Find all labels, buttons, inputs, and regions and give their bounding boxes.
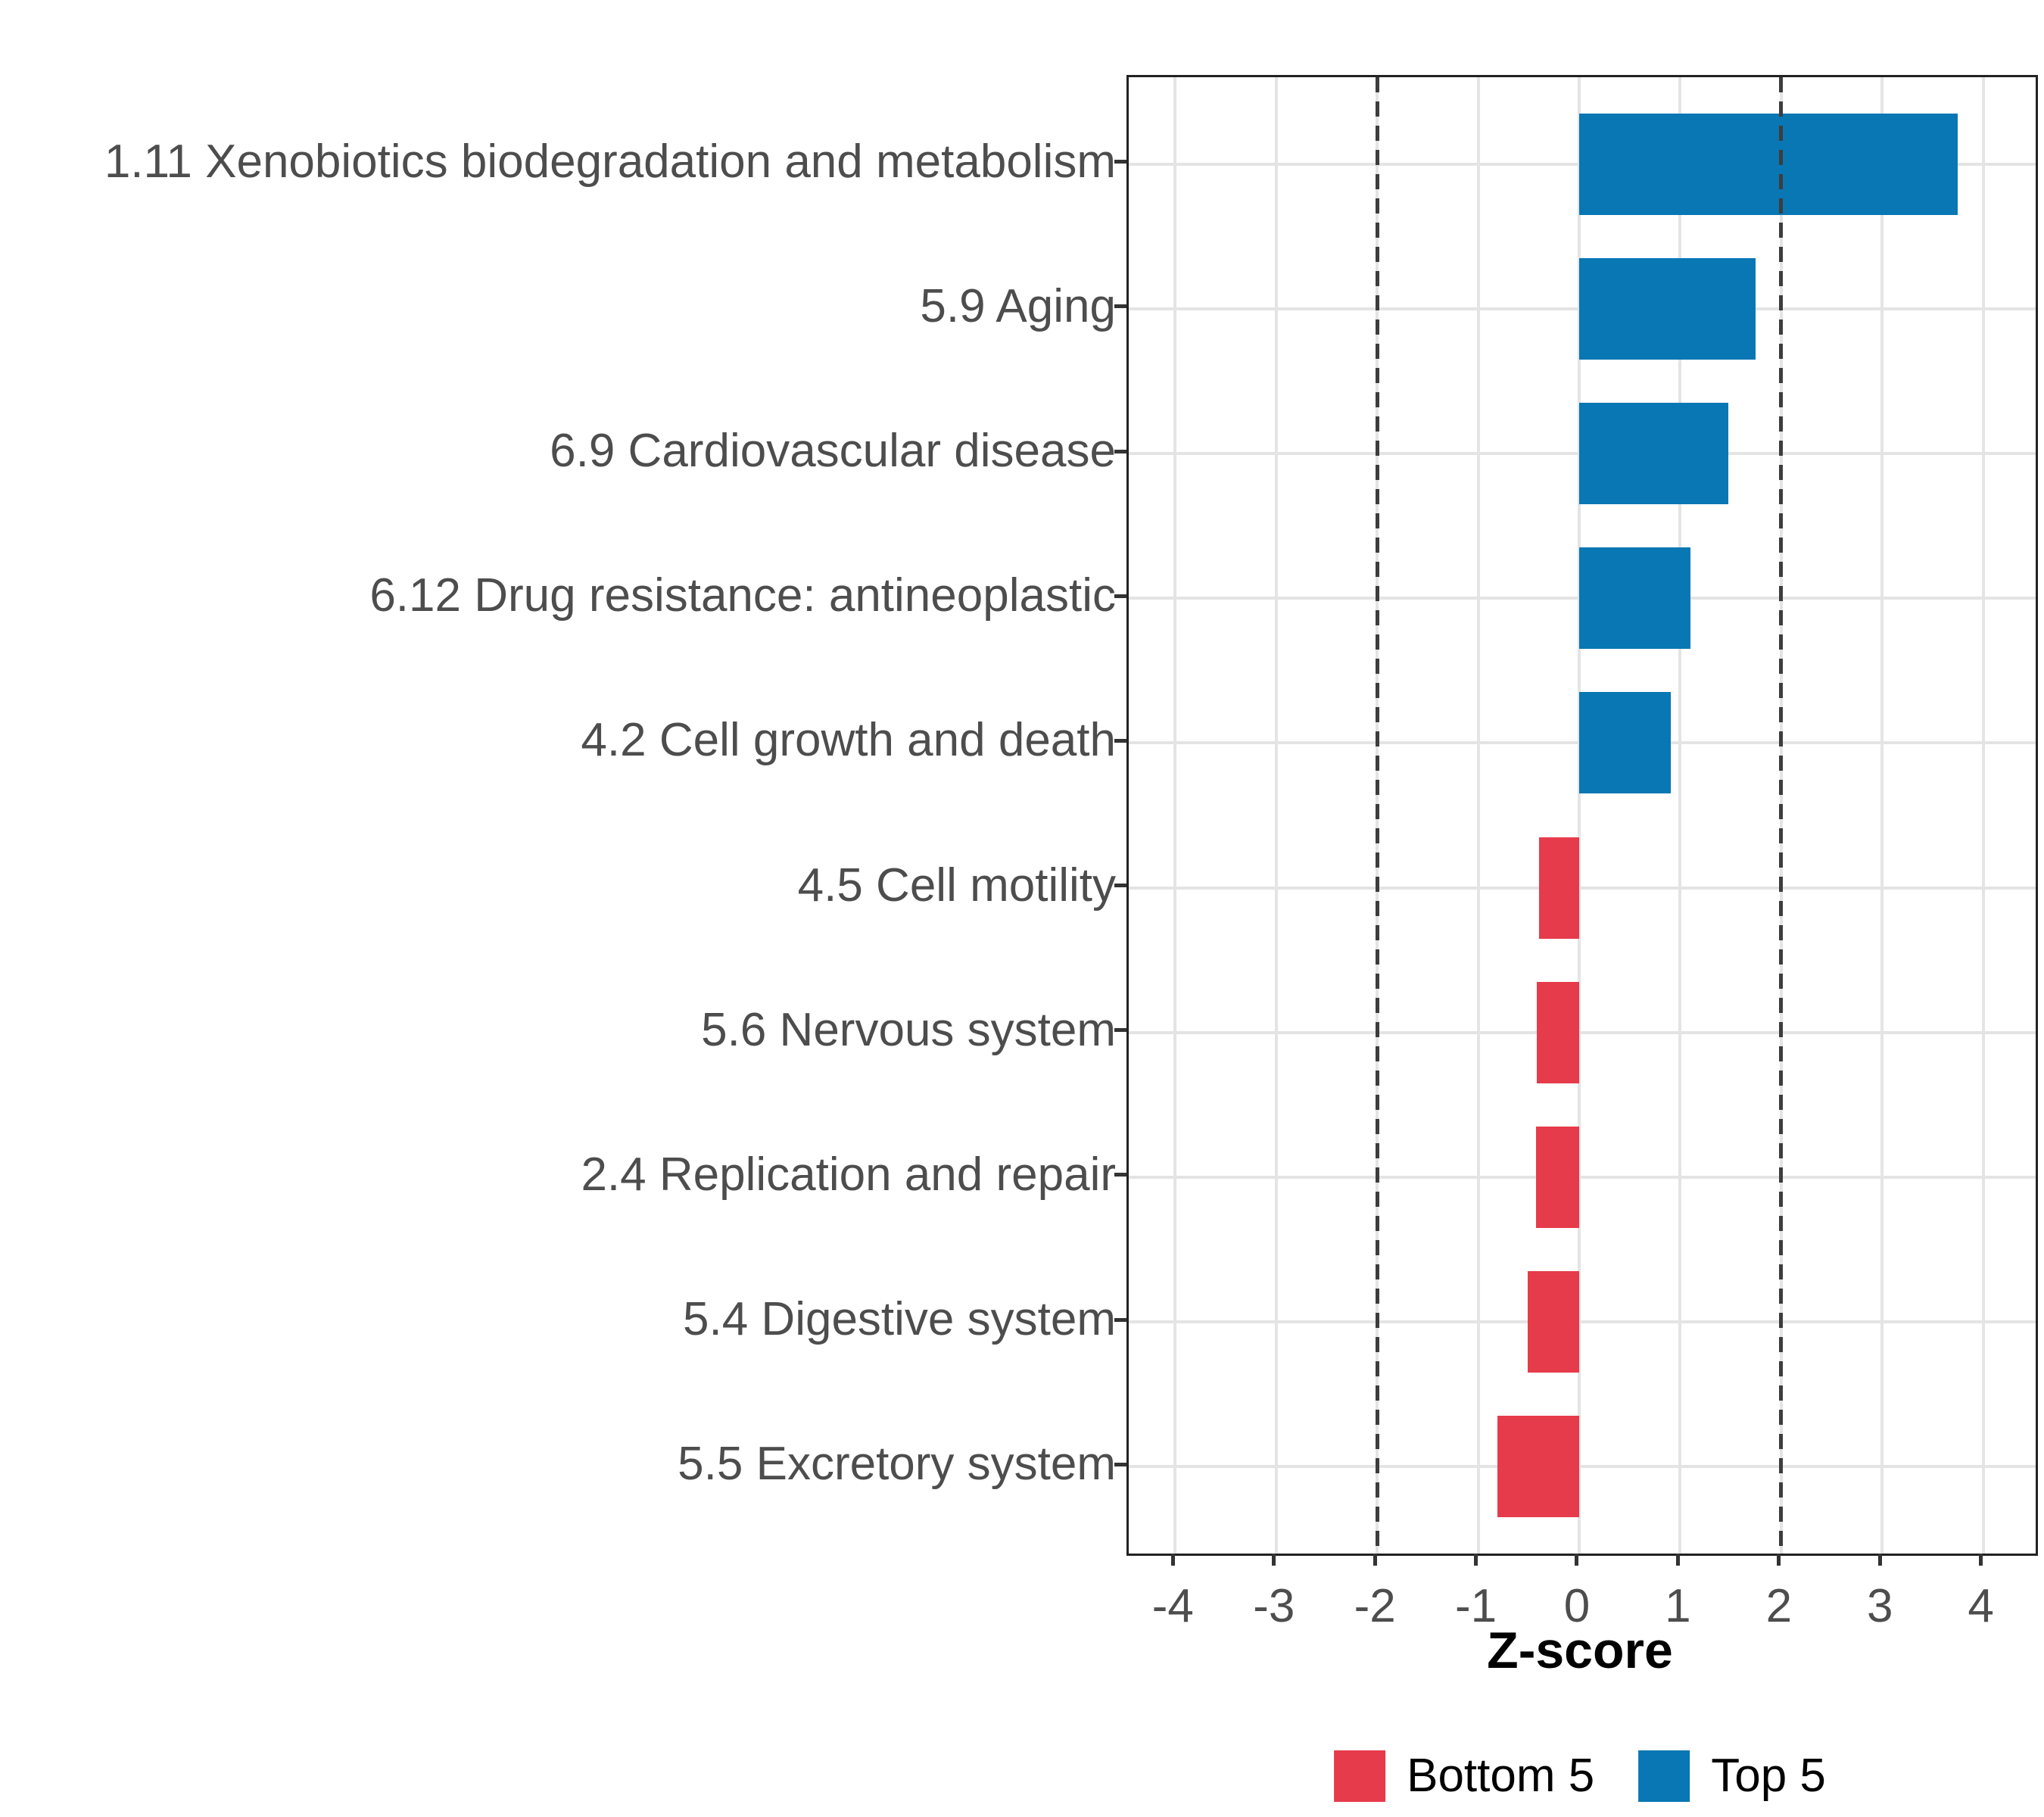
x-tick-label: -4 — [1151, 1580, 1194, 1632]
x-tick-label: 4 — [1968, 1580, 1994, 1632]
category-label: 5.9 Aging — [920, 279, 1116, 332]
bar — [1536, 981, 1579, 1083]
gridline-y — [1129, 886, 2036, 890]
gridline-x--1 — [1476, 77, 1480, 1554]
x-tick-mark — [1877, 1554, 1882, 1566]
x-tick-label: -2 — [1354, 1580, 1396, 1632]
plot-panel — [1126, 75, 2038, 1556]
y-tick-mark — [1114, 160, 1126, 164]
gridline-x-4 — [1981, 77, 1985, 1554]
x-tick-label: -1 — [1455, 1580, 1497, 1632]
reference-line--2 — [1375, 77, 1379, 1554]
x-tick-label: 2 — [1765, 1580, 1793, 1632]
x-tick-label: 3 — [1866, 1580, 1893, 1632]
x-tick-label: 1 — [1665, 1580, 1691, 1632]
bar — [1578, 257, 1756, 360]
x-tick-mark — [1777, 1554, 1781, 1566]
x-tick-mark — [1675, 1554, 1680, 1566]
bar — [1578, 692, 1672, 794]
y-tick-mark — [1114, 1317, 1126, 1322]
category-label: 1.11 Xenobiotics biodegradation and meta… — [104, 135, 1116, 188]
category-label: 4.2 Cell growth and death — [581, 714, 1116, 767]
gridline-x--3 — [1274, 77, 1278, 1554]
y-tick-mark — [1114, 738, 1126, 743]
legend-swatch — [1334, 1750, 1386, 1802]
y-tick-mark — [1114, 1173, 1126, 1177]
y-tick-mark — [1114, 1028, 1126, 1033]
bar — [1578, 113, 1958, 215]
x-tick-mark — [1575, 1554, 1579, 1566]
category-label: 6.9 Cardiovascular disease — [550, 425, 1116, 478]
bar — [1578, 403, 1729, 505]
x-tick-mark — [1979, 1554, 1983, 1566]
x-tick-label: -3 — [1253, 1580, 1295, 1632]
x-tick-mark — [1170, 1554, 1175, 1566]
category-label: 4.5 Cell motility — [797, 859, 1116, 912]
x-tick-mark — [1272, 1554, 1276, 1566]
x-tick-label: 0 — [1563, 1580, 1591, 1632]
bar — [1497, 1416, 1579, 1518]
gridline-y — [1129, 1465, 2036, 1469]
legend: Bottom 5 Top 5 — [1334, 1750, 1826, 1802]
gridline-x--4 — [1173, 77, 1177, 1554]
gridline-x-0 — [1577, 77, 1581, 1554]
legend-label: Top 5 — [1711, 1750, 1826, 1802]
x-tick-mark — [1373, 1554, 1377, 1566]
reference-line-2 — [1779, 77, 1784, 1554]
category-label: 2.4 Replication and repair — [581, 1148, 1116, 1201]
bar — [1538, 837, 1579, 939]
legend-label: Bottom 5 — [1407, 1750, 1595, 1802]
y-tick-mark — [1114, 594, 1126, 598]
gridline-y — [1129, 1175, 2036, 1179]
gridline-x-1 — [1678, 77, 1682, 1554]
legend-item-bottom-5: Bottom 5 — [1334, 1750, 1594, 1802]
y-tick-mark — [1114, 884, 1126, 888]
y-tick-mark — [1114, 304, 1126, 309]
bar — [1535, 1126, 1579, 1228]
y-tick-mark — [1114, 449, 1126, 453]
x-axis-title: Z-score — [1487, 1622, 1673, 1679]
bar — [1578, 547, 1690, 650]
bar — [1527, 1271, 1579, 1373]
category-label: 5.4 Digestive system — [683, 1293, 1116, 1346]
legend-item-top-5: Top 5 — [1638, 1750, 1826, 1802]
category-label: 6.12 Drug resistance: antineoplastic — [369, 569, 1116, 622]
x-tick-mark — [1474, 1554, 1478, 1566]
category-label: 5.5 Excretory system — [678, 1438, 1116, 1491]
gridline-y — [1129, 1320, 2036, 1324]
category-label: 5.6 Nervous system — [701, 1003, 1116, 1056]
gridline-y — [1129, 1030, 2036, 1034]
y-tick-mark — [1114, 1462, 1126, 1466]
gridline-x-3 — [1880, 77, 1884, 1554]
legend-swatch — [1638, 1750, 1690, 1802]
